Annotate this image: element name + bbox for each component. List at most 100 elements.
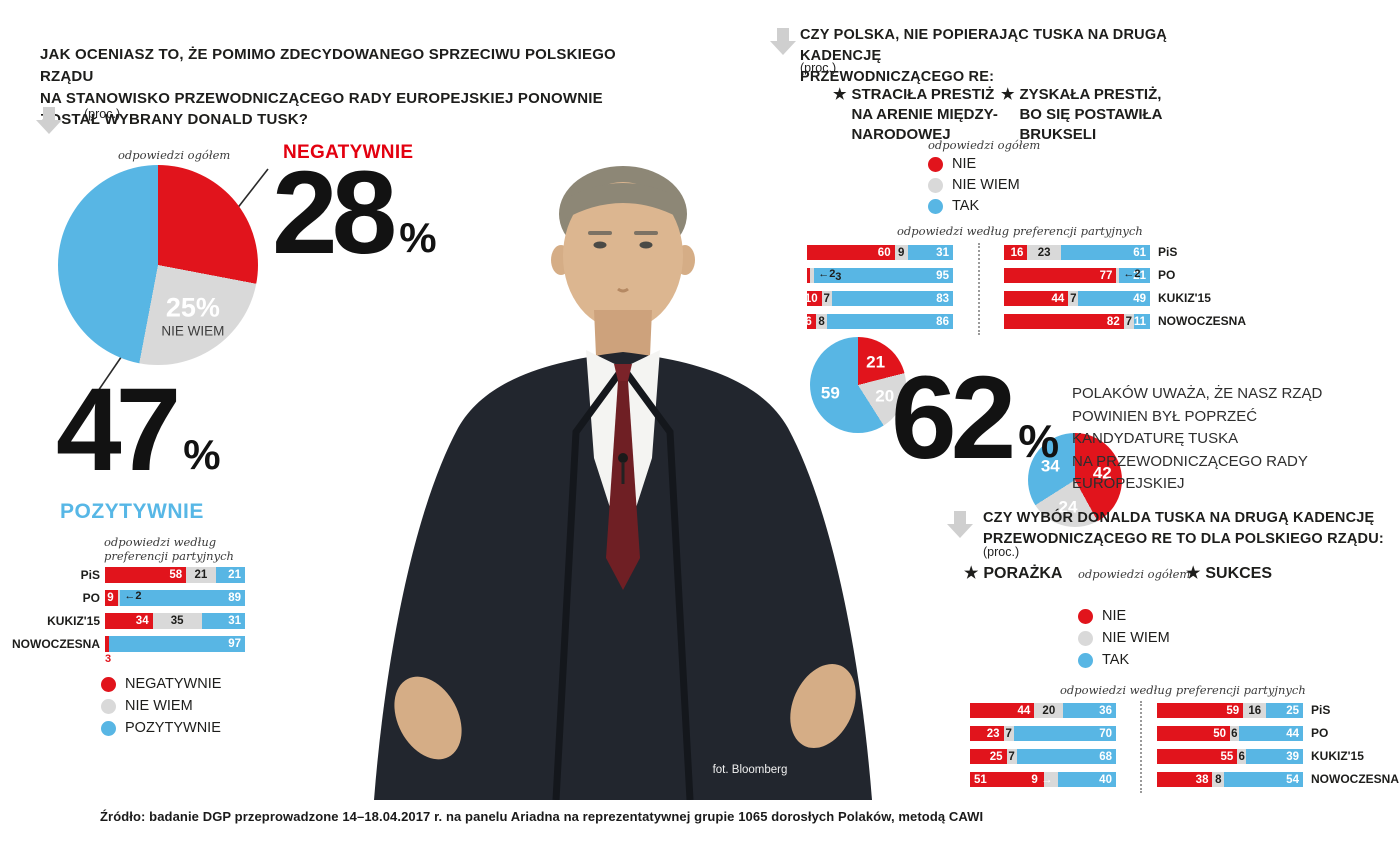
bar-segment: 50 [1157, 726, 1230, 741]
bar-segment: 54 [1224, 772, 1303, 787]
bar-segment [105, 636, 110, 652]
bar-segment: 7 [1068, 291, 1079, 306]
bar-value-label: 44 [1286, 727, 1299, 740]
bar-segment: 44 [1238, 726, 1303, 741]
bar-segment: 23 [970, 726, 1004, 741]
bar-segment: 77 [1004, 268, 1117, 283]
legend-dot-niewiem [928, 177, 943, 193]
bar-segment: 21 [215, 567, 245, 583]
big-number: 47 [56, 364, 181, 496]
bar-segment [1116, 268, 1120, 283]
pie-value-label: 24 [1058, 497, 1078, 517]
bar-segment: 38 [1157, 772, 1213, 787]
bar-segment [807, 268, 810, 283]
bar-value-label: 60 [877, 246, 891, 259]
bar-segment: 39 [1246, 749, 1303, 764]
q2-right-bars: 16 23 61 77 21 ←2 44 7 49 82 7 11 [1004, 245, 1150, 337]
party-label: NOWOCZESNA [1158, 314, 1246, 328]
bar-row: 3 97 [105, 636, 245, 665]
bar-value-label: 70 [1099, 727, 1112, 740]
bar-segment: 7 [1006, 749, 1017, 764]
party-label: KUKIZ'15 [1311, 749, 1364, 763]
bar-value-label: 40 [1099, 773, 1112, 786]
bar-segment: 7 [1123, 314, 1134, 329]
down-arrow-icon [36, 107, 62, 135]
bar-segment: 9 [894, 245, 908, 260]
bar-value-label: 82 [1106, 315, 1120, 328]
party-label: PiS [1158, 245, 1178, 259]
bar-value-label: 44 [1017, 704, 1031, 717]
bar-segment [117, 590, 121, 606]
bar-segment: 40 [1057, 772, 1116, 787]
q3-title: CZY WYBÓR DONALDA TUSKA NA DRUGĄ KADENCJ… [983, 510, 1384, 548]
q2-title: CZY POLSKA, NIE POPIERAJĄC TUSKA NA DRUG… [800, 27, 1167, 86]
bar-row: 10 7 83 [805, 291, 953, 306]
bar-segment: 6 [1237, 749, 1247, 764]
bar-segment: 44 [1004, 291, 1069, 306]
q1-legend: NEGATYWNIE NIE WIEM POZYTYWNIE [101, 676, 221, 742]
bar-segment: 9 [105, 590, 118, 606]
bar-row: 16 23 61 [1004, 245, 1150, 260]
bar-value-label: 3 [105, 653, 112, 665]
party-label: PO [1311, 726, 1329, 740]
bar-segment: 23 [1027, 245, 1061, 260]
bar-row: 25 7 68 [970, 749, 1116, 764]
bar-value-label: 21 [1133, 269, 1146, 282]
bar-segment: 83 [831, 291, 953, 306]
bar-row: 82 7 11 [1004, 314, 1150, 329]
bar-segment: 58 [105, 567, 187, 583]
bar-value-label: 6 [805, 315, 812, 328]
bar-value-label: 6 [1238, 750, 1245, 763]
dotted-divider [978, 243, 980, 335]
bar-segment: 86 [827, 314, 953, 329]
bar-value-label: 95 [936, 269, 949, 282]
bar-segment: 95 [814, 268, 953, 283]
party-label: KUKIZ'15 [47, 614, 100, 628]
legend-label: TAK [1102, 652, 1130, 668]
bar-callout-label: ←2 [818, 268, 836, 280]
claim-text: PORAŻKA [983, 565, 1063, 582]
bar-segment: 68 [1016, 749, 1116, 764]
legend-dot-positive [101, 720, 116, 736]
legend-label: NEGATYWNIE [125, 676, 222, 692]
bar-row: 6 8 86 [805, 314, 953, 329]
bar-row: 51 9 → 40 [970, 772, 1116, 787]
bar-segment: 89 [120, 590, 245, 606]
bar-segment: 55 [1157, 749, 1238, 764]
big-number: 62 [891, 352, 1016, 484]
legend-dot-nie [1078, 608, 1093, 624]
bar-row: 55 6 39 [1157, 749, 1303, 764]
legend-dot-nie [928, 156, 943, 172]
bar-segment: 60 [807, 245, 895, 260]
down-arrow-icon [770, 28, 796, 56]
bar-segment: 20 [1034, 703, 1064, 718]
star-icon: ★ [1001, 86, 1015, 103]
bar-value-label: 7 [1070, 292, 1077, 305]
q2-overall-label: odpowiedzi ogółem [928, 138, 1041, 152]
legend-label: TAK [952, 198, 980, 214]
pie-value-label: 34 [1040, 456, 1060, 476]
bar-value-label: 38 [1195, 773, 1209, 786]
bar-segment: 7 [821, 291, 832, 306]
bar-segment: 16 [1004, 245, 1028, 260]
bar-value-label: 39 [1286, 750, 1299, 763]
bar-value-label: 49 [1133, 292, 1146, 305]
legend-dot-tak [928, 198, 943, 214]
party-label: NOWOCZESNA [1311, 772, 1399, 786]
bar-value-label: 83 [936, 292, 949, 305]
q3-right-claim: ★ SUKCES [1186, 563, 1272, 584]
percent-sign: % [183, 431, 221, 479]
pie-value-label: 25% NIE WIEM [161, 292, 225, 339]
bar-segment: 11 [1134, 314, 1150, 329]
bar-row: 9 89 ←2 [105, 590, 245, 606]
bar-row: 77 21 ←2 [1004, 268, 1150, 283]
bar-value-label: 86 [936, 315, 949, 328]
bar-segment: 31 [907, 245, 953, 260]
bar-segment: 49 [1078, 291, 1150, 306]
bar-value-label: 9 → [1031, 773, 1053, 786]
percent-sign: % [1018, 415, 1060, 468]
tusk-photo [278, 128, 968, 805]
bar-segment: 44 [970, 703, 1035, 718]
legend-label: POZYTYWNIE [125, 720, 221, 736]
